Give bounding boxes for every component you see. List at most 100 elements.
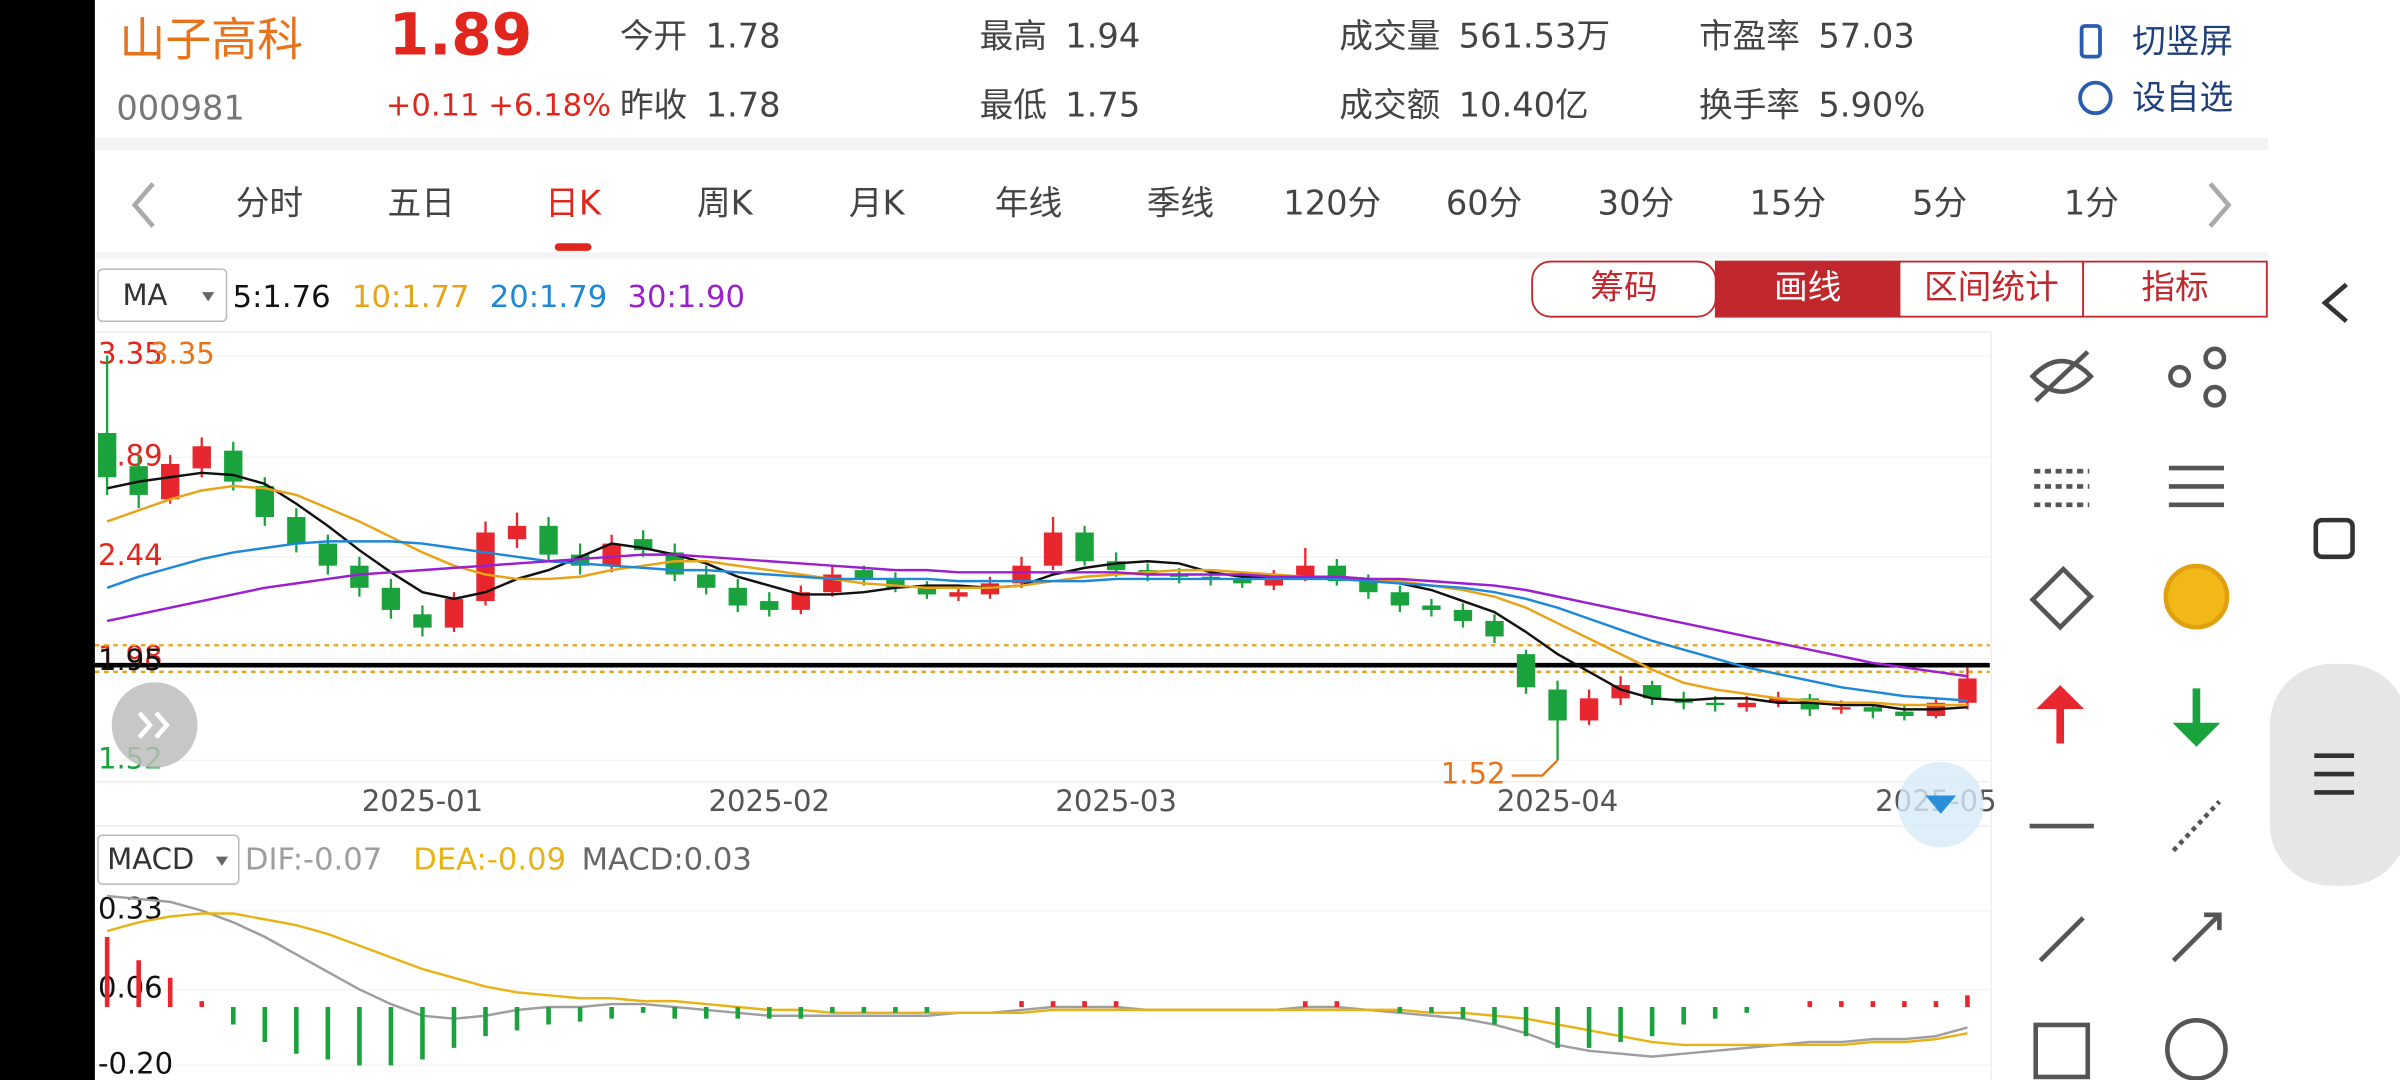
candle-body <box>1390 592 1410 606</box>
eraser-tool[interactable] <box>2029 565 2095 631</box>
candle-body <box>287 517 306 544</box>
tab[interactable]: 15分 <box>1750 183 1827 222</box>
x-tick-label: 2025-01 <box>362 784 483 818</box>
legend-entry: 5:1.76 <box>233 280 331 315</box>
dashed-tool[interactable] <box>2034 468 2090 508</box>
candle-body <box>1264 576 1283 586</box>
separator <box>94 252 2269 259</box>
candle-body <box>507 525 527 540</box>
tab[interactable]: 30分 <box>1598 183 1675 222</box>
dropdown-caret <box>202 292 215 302</box>
macd-line <box>107 894 1968 1058</box>
legend-entry: DIF:-0.07 <box>245 843 382 878</box>
candle-body <box>1642 685 1662 699</box>
action-vertical[interactable]: 切竖屏 <box>2079 21 2234 60</box>
tab-underline <box>554 243 592 251</box>
tab[interactable]: 月K <box>849 183 906 222</box>
macd-selector-label: MACD <box>107 842 194 876</box>
tab-prev[interactable] <box>131 182 155 228</box>
nav-home[interactable] <box>2313 517 2355 560</box>
palette-tool[interactable] <box>2163 563 2230 630</box>
action-label: 设自选 <box>2132 78 2233 117</box>
candle-body <box>728 587 747 606</box>
tool-button[interactable] <box>2082 260 2268 318</box>
arrow-tool[interactable] <box>2171 912 2222 963</box>
x-tick-label: 2025-04 <box>1497 784 1618 818</box>
stat-label: 成交额 <box>1339 86 1440 125</box>
down-arrow-head <box>2172 722 2221 747</box>
stat-label: 最低 <box>980 86 1047 125</box>
nav-menu <box>2314 753 2355 795</box>
lines-tool[interactable] <box>2168 465 2224 508</box>
ma-line <box>106 553 1968 678</box>
tab[interactable]: 年线 <box>995 183 1062 222</box>
ma-selector[interactable] <box>97 268 228 323</box>
candle-body <box>539 525 558 555</box>
tab[interactable]: 5分 <box>1912 183 1967 222</box>
candle-body <box>1579 698 1599 721</box>
segment-tool[interactable] <box>2038 916 2085 963</box>
stat-value: 1.75 <box>1065 86 1140 125</box>
macd-line <box>106 912 1968 1047</box>
rect-tool[interactable] <box>2033 1022 2091 1080</box>
candle-body <box>697 574 716 588</box>
tab[interactable]: 周K <box>697 183 754 222</box>
tool-label: 画线 <box>1774 268 1841 307</box>
stat-value: 561.53万 <box>1459 17 1610 56</box>
candle-body <box>97 432 117 478</box>
candle-body <box>444 598 464 628</box>
tool-label: 区间统计 <box>1924 268 2059 307</box>
macd-selector[interactable] <box>97 834 240 885</box>
candle-body <box>633 539 653 551</box>
price-line-label: 1.95 <box>98 643 163 677</box>
icon <box>2078 80 2113 116</box>
share-tool[interactable] <box>2168 364 2192 388</box>
tab[interactable]: 分时 <box>236 183 303 222</box>
candle-body <box>1895 711 1914 717</box>
tool-label: 筹码 <box>1590 268 1657 307</box>
legend-entry: DEA:-0.09 <box>413 843 566 878</box>
stat-label: 成交量 <box>1339 17 1440 56</box>
hide-tool[interactable] <box>2029 350 2094 403</box>
candle-body <box>1516 654 1536 688</box>
ma-line <box>106 484 1968 707</box>
drawing-toolbar <box>2029 346 2230 1080</box>
candle-body <box>1106 561 1126 571</box>
tab[interactable]: 五日 <box>388 183 455 222</box>
tab[interactable]: 1分 <box>2064 183 2119 222</box>
action-label: 切竖屏 <box>2132 21 2233 60</box>
candle-body <box>1958 678 1977 703</box>
candle-body <box>161 463 180 500</box>
candle-body <box>1769 698 1788 703</box>
tab-next[interactable] <box>2208 182 2232 228</box>
candle-body <box>350 565 369 588</box>
candle-body <box>1012 565 1031 584</box>
tab[interactable]: 120分 <box>1283 183 1381 222</box>
tool-label: 指标 <box>2141 268 2208 307</box>
circle-tool[interactable] <box>2165 1018 2228 1080</box>
x-tick-label: 2025-02 <box>709 784 830 818</box>
nav-back[interactable] <box>2321 282 2348 323</box>
candle-body <box>1043 532 1063 566</box>
ray-dotted-tool[interactable] <box>2171 800 2222 853</box>
candle-body <box>1548 689 1567 721</box>
min-leader <box>1511 759 1559 777</box>
stat-label: 今开 <box>620 17 687 56</box>
stat-label: 市盈率 <box>1699 17 1800 56</box>
tab[interactable]: 60分 <box>1446 183 1523 222</box>
action-watch[interactable]: 设自选 <box>2078 78 2233 117</box>
share-dot <box>2203 384 2227 408</box>
candle-body <box>1296 565 1315 577</box>
candle-body <box>1611 685 1630 699</box>
candle-body <box>1832 707 1851 710</box>
scroll-marker-icon <box>1925 795 1957 814</box>
stat-value: 1.78 <box>706 86 781 125</box>
expand-button[interactable] <box>111 682 198 768</box>
candle-body <box>760 601 779 610</box>
tool-button[interactable] <box>1898 260 2085 318</box>
stat-value: 57.03 <box>1818 17 1914 56</box>
tab[interactable]: 日K <box>545 183 602 222</box>
tab[interactable]: 季线 <box>1147 183 1214 222</box>
